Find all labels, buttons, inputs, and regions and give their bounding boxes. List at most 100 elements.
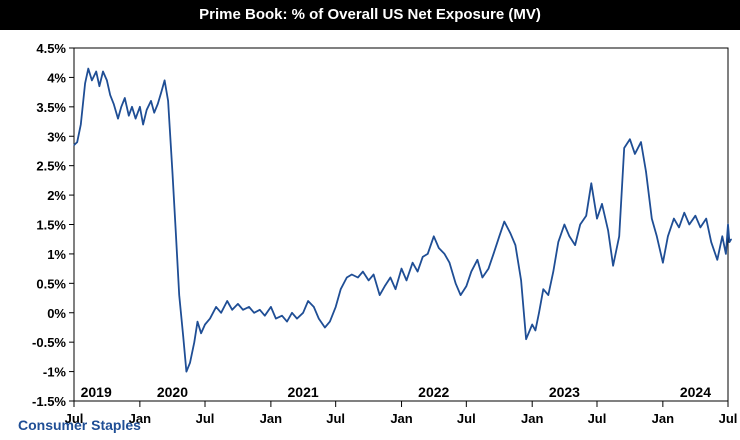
- data-point: [307, 300, 309, 302]
- data-point: [465, 285, 467, 287]
- data-point: [400, 268, 403, 270]
- data-point: [318, 318, 320, 320]
- data-point: [175, 229, 177, 231]
- x-tick-label: Jul: [65, 411, 84, 426]
- y-tick-label: 3.5%: [36, 100, 66, 115]
- data-point: [109, 94, 111, 96]
- data-point: [171, 171, 173, 173]
- data-point: [281, 315, 283, 317]
- data-point: [146, 109, 148, 111]
- data-point: [84, 82, 86, 84]
- data-point: [106, 79, 108, 81]
- data-point: [498, 235, 500, 237]
- data-point: [384, 285, 386, 287]
- data-point: [362, 271, 364, 273]
- data-point: [160, 91, 162, 93]
- x-year-label: 2019: [81, 384, 112, 400]
- data-point: [656, 235, 658, 237]
- data-point: [683, 212, 685, 214]
- x-tick-label: Jan: [652, 411, 674, 426]
- line-chart: 4.5% 4% 3.5% 3% 2.5% 2% 1.5% 1% 0.5% 0% -0.5% -1% -1…: [32, 41, 738, 426]
- y-tick-label: 0.5%: [36, 276, 66, 291]
- data-point: [492, 253, 495, 255]
- x-tick-label: Jan: [260, 411, 282, 426]
- data-point: [514, 244, 517, 246]
- data-point: [220, 312, 222, 314]
- data-point: [237, 303, 239, 305]
- data-point: [585, 215, 587, 217]
- data-point: [302, 312, 304, 314]
- data-point: [730, 238, 732, 240]
- data-point: [455, 282, 457, 284]
- data-point: [542, 288, 544, 290]
- data-point: [678, 226, 680, 228]
- data-point: [264, 315, 266, 317]
- chart-title: Prime Book: % of Overall US Net Exposure…: [0, 0, 740, 30]
- data-point: [87, 68, 89, 70]
- x-tick-label: Jul: [326, 411, 345, 426]
- data-point: [618, 235, 620, 237]
- y-axis: 4.5% 4% 3.5% 3% 2.5% 2% 1.5% 1% 0.5% 0% -0.5% -1% -1…: [32, 41, 74, 409]
- data-point: [520, 279, 522, 281]
- data-point: [579, 223, 581, 226]
- data-point: [291, 312, 293, 314]
- data-point: [716, 259, 718, 261]
- data-point: [422, 256, 424, 258]
- y-tick-label: -1.5%: [32, 394, 66, 409]
- y-tick-label: 4%: [47, 70, 66, 85]
- data-point: [525, 338, 527, 340]
- chart-area: 4.5% 4% 3.5% 3% 2.5% 2% 1.5% 1% 0.5% 0% -0.5% -1% -1…: [0, 30, 740, 435]
- data-point: [139, 106, 141, 108]
- y-tick-label: 4.5%: [36, 41, 66, 56]
- x-tick-label: Jan: [390, 411, 412, 426]
- y-tick-label: 0%: [47, 306, 66, 321]
- x-tick-label: Jul: [457, 411, 476, 426]
- data-point: [394, 288, 397, 290]
- data-point: [335, 306, 337, 308]
- data-point: [231, 309, 233, 311]
- data-point: [590, 182, 592, 184]
- data-point: [503, 221, 505, 223]
- x-axis: Jul Jan Jul Jan Jul Jan Jul Jan Jul Jan Jul 2019 202…: [65, 384, 738, 426]
- data-point: [448, 262, 451, 264]
- data-point: [694, 215, 697, 217]
- data-point: [178, 294, 180, 296]
- data-point: [673, 218, 675, 220]
- data-point: [368, 279, 370, 281]
- data-point: [379, 294, 381, 296]
- data-point: [645, 171, 647, 173]
- data-point: [470, 271, 472, 273]
- y-tick-label: 1%: [47, 247, 66, 262]
- data-point: [120, 106, 122, 108]
- data-point: [481, 276, 483, 279]
- data-point: [433, 235, 435, 237]
- x-tick-label: Jan: [129, 411, 151, 426]
- data-point: [651, 218, 653, 220]
- data-point: [275, 318, 277, 320]
- data-point: [182, 335, 184, 337]
- data-point: [662, 262, 664, 264]
- data-point: [189, 362, 191, 364]
- data-point: [373, 273, 375, 276]
- data-point: [185, 371, 187, 373]
- data-point: [487, 268, 490, 270]
- data-point: [547, 294, 549, 296]
- data-point: [215, 306, 217, 308]
- data-point: [531, 323, 533, 326]
- data-point: [357, 276, 359, 279]
- data-point: [128, 115, 130, 117]
- series-group: [73, 67, 732, 373]
- data-point: [95, 70, 97, 73]
- data-point: [209, 318, 211, 320]
- data-point: [226, 300, 228, 302]
- data-point: [91, 79, 93, 81]
- data-point: [196, 321, 199, 323]
- data-point: [629, 138, 631, 140]
- data-point: [167, 100, 169, 102]
- data-point: [405, 279, 408, 281]
- data-point: [153, 112, 155, 114]
- x-year-label: 2024: [680, 384, 711, 400]
- data-point: [113, 103, 115, 105]
- legend-series-label: Consumer Staples: [18, 417, 141, 433]
- x-year-label: 2022: [418, 384, 449, 400]
